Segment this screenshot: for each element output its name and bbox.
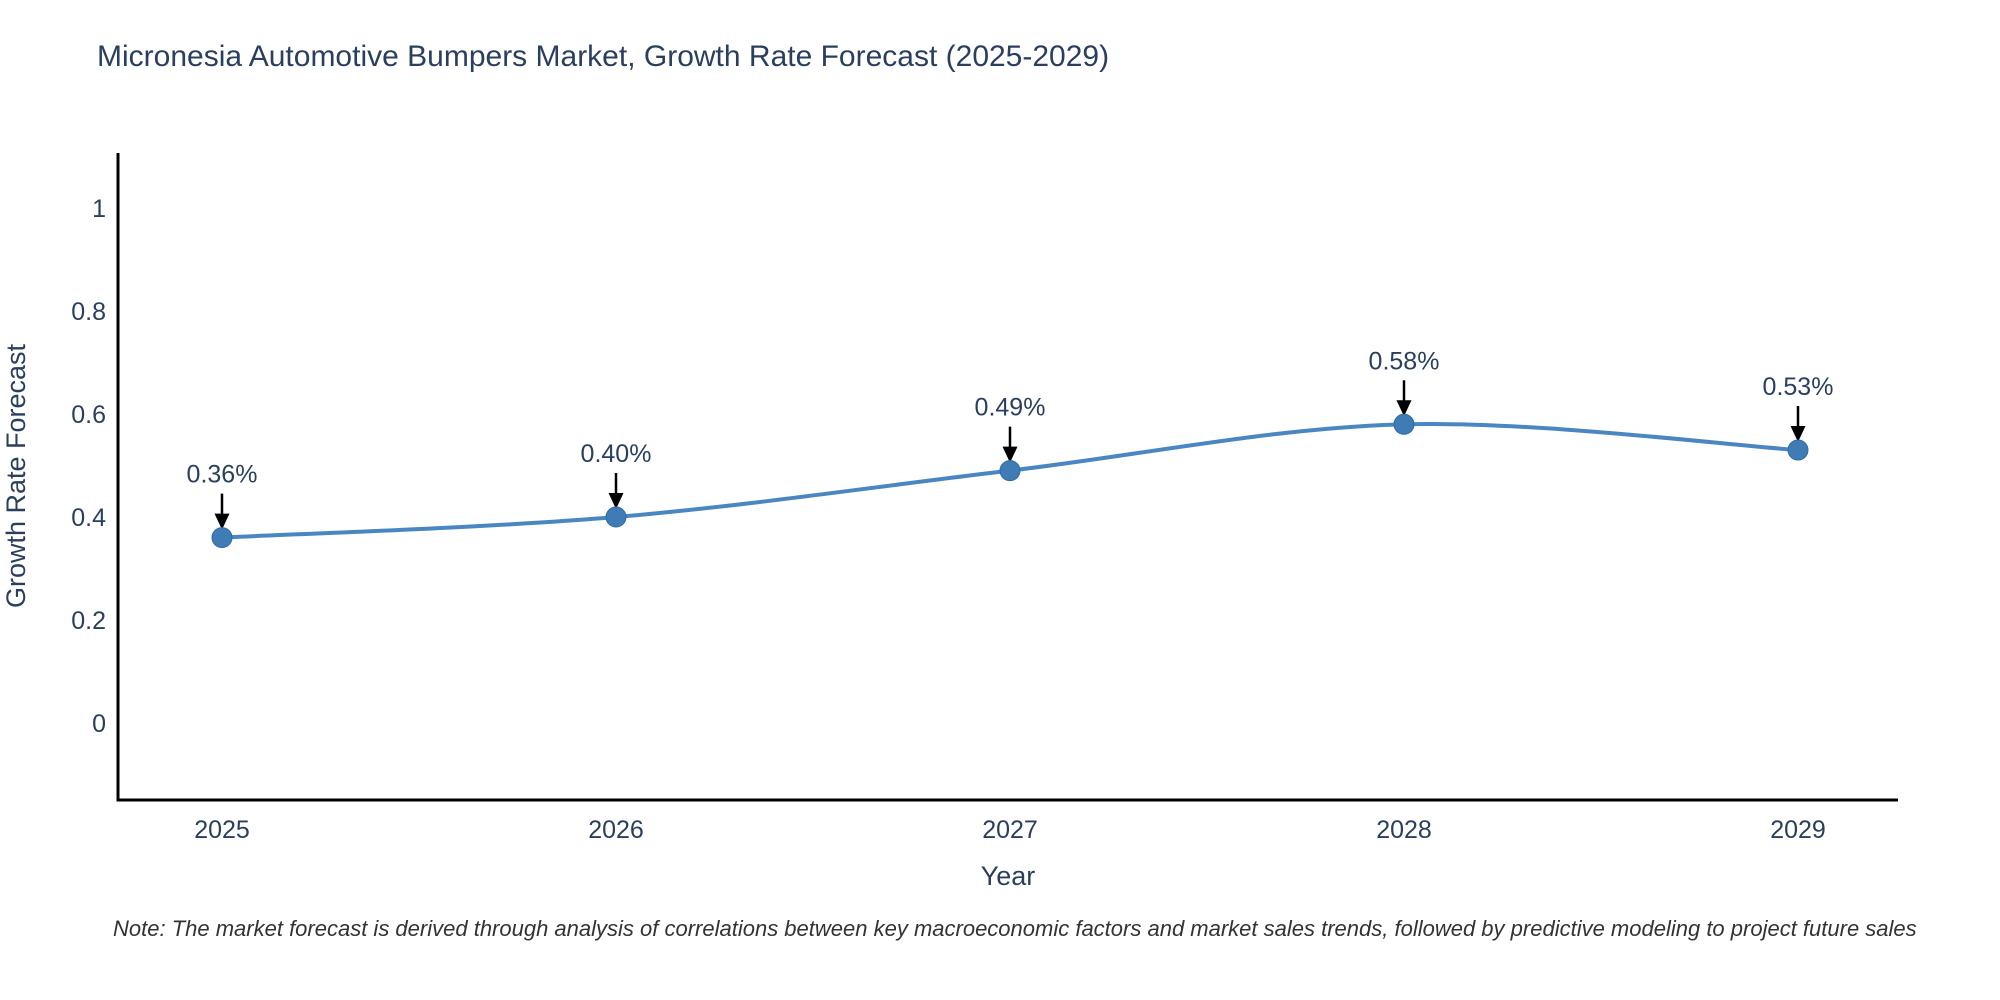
annotation-arrowhead-icon — [1396, 400, 1412, 417]
y-axis-title: Growth Rate Forecast — [1, 343, 31, 608]
point-annotation-label: 0.40% — [581, 440, 652, 468]
x-tick-label: 2026 — [588, 816, 644, 844]
annotation-arrowhead-icon — [214, 513, 230, 530]
data-point-marker[interactable] — [605, 506, 627, 528]
point-annotation-label: 0.58% — [1369, 347, 1440, 375]
data-point-marker[interactable] — [999, 460, 1021, 482]
chart-footnote: Note: The market forecast is derived thr… — [113, 916, 1917, 941]
data-point-marker[interactable] — [1787, 439, 1809, 461]
x-tick-label: 2025 — [194, 816, 250, 844]
data-point-marker[interactable] — [211, 527, 233, 549]
x-tick-label: 2029 — [1770, 816, 1826, 844]
y-tick-label: 0.8 — [71, 298, 106, 326]
x-axis-title: Year — [981, 861, 1036, 891]
annotation-arrowhead-icon — [1002, 446, 1018, 463]
annotation-arrowhead-icon — [1790, 426, 1806, 443]
y-tick-label: 0.4 — [71, 504, 106, 532]
x-tick-label: 2028 — [1376, 816, 1432, 844]
y-tick-label: 0 — [92, 710, 106, 738]
point-annotation-label: 0.53% — [1763, 373, 1834, 401]
y-tick-label: 0.2 — [71, 607, 106, 635]
x-tick-label: 2027 — [982, 816, 1038, 844]
annotation-arrowhead-icon — [608, 493, 624, 509]
point-annotation-label: 0.36% — [187, 461, 258, 489]
point-annotation-label: 0.49% — [975, 394, 1046, 422]
y-tick-label: 1 — [92, 195, 106, 223]
chart-title: Micronesia Automotive Bumpers Market, Gr… — [97, 40, 1110, 73]
data-point-marker[interactable] — [1393, 413, 1415, 435]
y-tick-label: 0.6 — [71, 401, 106, 429]
